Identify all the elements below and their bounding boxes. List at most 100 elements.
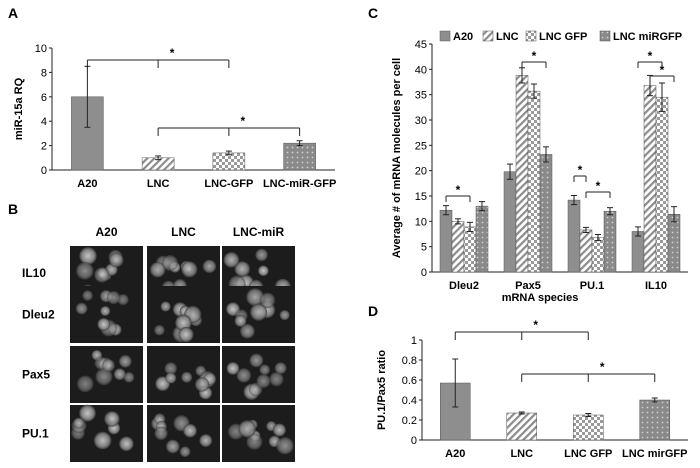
chart-d-ytick-label: 0.4 <box>402 395 417 407</box>
chart-d-bar-2 <box>573 414 604 441</box>
chart-d-ytick-label: 1 <box>411 335 417 347</box>
chart-a-category-label: A20 <box>77 178 97 190</box>
chart-d-ytick-label: 0.8 <box>402 355 417 367</box>
chart-c-ytick-label: 35 <box>415 90 427 102</box>
chart-c-bar-a20 <box>567 199 581 273</box>
chart-c-ytick-label: 25 <box>415 140 427 152</box>
micrograph-cell <box>236 368 252 383</box>
panel-label-d: D <box>368 303 378 319</box>
chart-c-category-label: Dleu2 <box>449 280 479 292</box>
chart-a: 0 2 4 6 8 10 A20 LNC LNC-GFP LNC-miR-GFP miR-15a R… <box>13 43 336 190</box>
chart-c-xlabel: mRNA species <box>502 292 579 304</box>
micrograph-cell <box>76 375 94 393</box>
chart-c-bar-lnc <box>579 229 593 273</box>
chart-a-ytick-label: 6 <box>41 92 47 104</box>
chart-c-legend-label: A20 <box>453 31 473 43</box>
chart-a-ytick-label: 0 <box>41 165 47 177</box>
micrograph-column-label: LNC-miR <box>233 225 285 239</box>
chart-c-bar-lnc-mirgfp <box>475 205 489 273</box>
chart-c-category-label: Pax5 <box>515 280 541 292</box>
chart-a-sig-asterisk: * <box>170 46 175 60</box>
chart-c-ytick-label: 15 <box>415 191 427 203</box>
chart-c-bar-lnc-mirgfp <box>667 213 681 273</box>
micrograph-cell <box>194 377 210 392</box>
micrograph-column-label: LNC <box>171 225 196 239</box>
micrograph-cell <box>109 252 124 268</box>
micrograph-cell <box>259 364 271 376</box>
chart-c-bar-a20 <box>503 171 517 273</box>
chart-d-category-label: LNC <box>510 448 533 460</box>
chart-c-sig-asterisk: * <box>596 179 601 193</box>
chart-c-ytick-label: 0 <box>421 267 427 279</box>
chart-a-ylabel: miR-15a RQ <box>13 77 25 140</box>
micrograph-cell <box>274 362 287 375</box>
micrograph-cell <box>165 372 177 384</box>
chart-a-ytick-label: 4 <box>41 116 47 128</box>
micrograph-cell <box>183 423 197 438</box>
micrograph-cell <box>154 324 165 336</box>
micrograph-cell <box>202 259 217 274</box>
chart-c-sig-asterisk: * <box>648 49 653 63</box>
micrograph-cell <box>73 417 85 429</box>
micrograph-cell <box>276 437 294 455</box>
micrograph-cell <box>106 290 121 305</box>
chart-c-ytick-label: 10 <box>415 216 427 228</box>
chart-d-ylabel: PU.1/Pax5 ratio <box>376 350 388 430</box>
chart-c-sig-asterisk: * <box>660 63 665 77</box>
chart-d: 0 0.2 0.4 0.6 0.8 1 A20 LNC LNC GFP LNC mirGFP PU.… <box>376 318 688 460</box>
micrograph-cell <box>162 255 179 271</box>
micrograph-column-label: A20 <box>95 225 117 239</box>
micrograph-cell <box>272 423 286 437</box>
chart-c-legend-swatch <box>599 30 611 42</box>
micrograph-cell <box>94 267 110 283</box>
micrograph-cell <box>279 309 290 321</box>
chart-a-category-label: LNC <box>147 178 170 190</box>
chart-d-ytick-label: 0.2 <box>402 415 417 427</box>
chart-c-ytick-label: 40 <box>415 64 427 76</box>
chart-c-legend-label: LNC GFP <box>539 31 587 43</box>
micrograph-cell <box>246 288 264 306</box>
micrograph-cell <box>223 252 240 268</box>
chart-c-ytick-label: 5 <box>421 242 427 254</box>
chart-a-category-label: LNC-GFP <box>204 178 253 190</box>
micrograph-cell <box>95 368 113 386</box>
panel-label-b: B <box>8 201 18 217</box>
panel-label-a: A <box>8 5 18 21</box>
chart-c-bar-lnc <box>515 75 529 273</box>
panel-label-c: C <box>368 5 378 21</box>
chart-c-bar-a20 <box>439 209 453 273</box>
micrograph-cell <box>93 431 112 450</box>
micrograph-cell <box>199 434 213 447</box>
micrograph-cell <box>246 433 263 450</box>
micrograph-cell <box>104 411 120 427</box>
chart-c-sig-asterisk: * <box>578 163 583 177</box>
micrograph-cell <box>181 371 193 383</box>
micrograph-cell <box>259 292 276 309</box>
micrograph-cell <box>76 262 94 280</box>
micrograph-cell <box>119 436 134 452</box>
chart-c-ytick-label: 20 <box>415 166 427 178</box>
micrograph-row-label: Pax5 <box>22 368 50 382</box>
micrograph-cell <box>238 420 256 438</box>
micrograph-cell <box>117 293 129 306</box>
micrograph-row-label: PU.1 <box>22 427 49 441</box>
micrograph-cell <box>234 315 247 327</box>
chart-d-sig-asterisk: * <box>533 318 538 332</box>
chart-c-sig-asterisk: * <box>456 183 461 197</box>
micrograph-cell <box>165 439 180 454</box>
chart-c-legend-swatch <box>525 30 537 42</box>
micrograph-cell <box>154 426 168 441</box>
micrograph-cell <box>234 261 251 277</box>
micrograph-cell <box>249 353 264 368</box>
micrograph-cell <box>256 374 271 389</box>
micrograph-row-label: IL10 <box>22 266 46 280</box>
micrograph-cell <box>79 404 96 422</box>
micrograph-grid: A20 LNC LNC-miR IL10 Dleu2 Pax5 PU.1 <box>22 225 295 462</box>
micrograph-cell <box>226 362 240 375</box>
micrograph-cell <box>258 265 269 277</box>
chart-c-bar-lnc-mirgfp <box>603 210 617 273</box>
chart-c-legend-label: LNC miRGFP <box>613 31 682 43</box>
chart-d-bar-1 <box>506 412 537 441</box>
chart-d-category-label: A20 <box>445 448 465 460</box>
micrograph-cell <box>181 261 198 278</box>
